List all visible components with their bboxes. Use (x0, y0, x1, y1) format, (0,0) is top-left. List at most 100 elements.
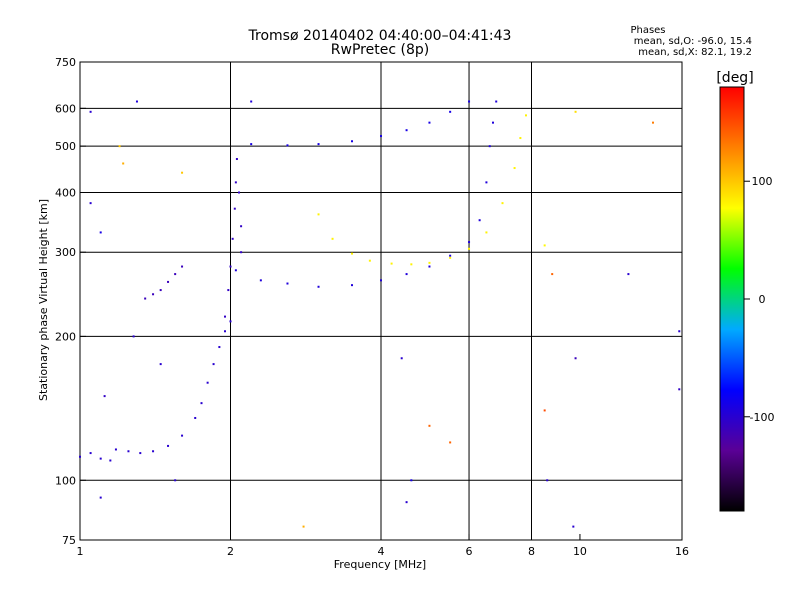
trace-point (495, 100, 498, 103)
trace-point (525, 114, 528, 117)
trace-point (380, 135, 382, 138)
trace-point (513, 167, 516, 170)
y-tick-label: 750 (55, 56, 76, 69)
trace-point (485, 231, 488, 234)
trace-point (519, 137, 522, 140)
scatter-point (546, 479, 549, 482)
trace-point (259, 279, 262, 282)
trace-point (428, 121, 431, 124)
trace-point (212, 363, 215, 366)
scatter-point (574, 110, 577, 113)
trace-point (468, 241, 471, 244)
trace-point (127, 450, 130, 453)
scatter-point (135, 100, 138, 103)
trace-point (351, 252, 354, 255)
grid-lines (80, 62, 682, 540)
trace-point (240, 225, 243, 228)
scatter-point (400, 357, 403, 360)
trace-point (229, 265, 232, 268)
trace-point (144, 297, 147, 300)
trace-point (218, 346, 221, 349)
trace-point (234, 181, 237, 184)
x-tick-label: 2 (227, 545, 234, 558)
x-tick-label: 4 (378, 545, 385, 558)
scatter-point (551, 273, 554, 276)
trace-point (167, 280, 170, 283)
trace-point (286, 282, 289, 285)
x-axis-ticks: 1 2 4 6 8 10 16 (77, 534, 689, 558)
x-tick-label: 1 (77, 545, 84, 558)
trace-point (234, 269, 237, 272)
trace-point (238, 191, 241, 194)
trace-point (174, 273, 177, 276)
scatter-point (405, 501, 408, 504)
y-tick-label: 500 (55, 140, 76, 153)
trace-point (181, 265, 184, 268)
scatter-point (159, 363, 162, 366)
scatter-point (99, 496, 102, 499)
trace-point (159, 289, 162, 292)
trace-point (206, 381, 209, 384)
scatter-point (410, 479, 413, 482)
trace-point (449, 256, 452, 259)
scatter-point (678, 330, 681, 333)
trace-point (286, 144, 289, 147)
scatter-point (543, 244, 546, 247)
trace-point (368, 259, 371, 262)
trace-point (89, 452, 92, 455)
scatter-point (574, 357, 577, 360)
scatter-point (122, 162, 125, 165)
trace-point (449, 254, 452, 257)
scatter-point (543, 409, 546, 412)
trace-point (194, 416, 197, 419)
trace-point (351, 140, 354, 143)
trace-point (317, 143, 320, 146)
colorbar-label: [deg] (716, 70, 753, 86)
y-axis-ticks: 75 100 200 300 400 500 600 750 (55, 56, 86, 547)
trace-point (200, 402, 203, 405)
trace-point (181, 434, 184, 437)
trace-point (478, 219, 481, 222)
y-tick-label: 600 (55, 102, 76, 115)
y-axis-label: Stationary phase Virtual Height [km] (37, 199, 50, 401)
trace-point (491, 121, 494, 124)
phase-stats-heading: Phases (630, 25, 665, 36)
trace-point (139, 452, 142, 455)
trace-point (317, 285, 320, 288)
trace-point (167, 444, 170, 447)
trace-point (229, 320, 232, 323)
trace-point (240, 251, 243, 254)
chart-title-line1: Tromsø 20140402 04:40:00–04:41:43 (248, 28, 512, 44)
trace-point (152, 450, 155, 453)
scatter-point (250, 100, 253, 103)
trace-point (468, 100, 471, 103)
trace-point (152, 293, 155, 296)
trace-point (428, 261, 431, 264)
scatter-point (89, 202, 92, 205)
y-tick-label: 200 (55, 330, 76, 343)
data-points (79, 100, 681, 528)
scatter-point (103, 395, 106, 398)
y-tick-label: 400 (55, 186, 76, 199)
trace-point (317, 213, 320, 216)
y-tick-label: 100 (55, 474, 76, 487)
scatter-point (302, 525, 305, 528)
trace-point (501, 202, 504, 205)
trace-point (405, 129, 408, 132)
trace-point (485, 181, 488, 184)
scatter-point (627, 273, 630, 276)
trace-point (468, 247, 471, 250)
trace-point (449, 110, 452, 113)
y-tick-label: 300 (55, 246, 76, 259)
colorbar-tick-label: -100 (750, 411, 775, 424)
scatter-point (449, 441, 452, 444)
colorbar-ticks: 100 0 -100 (744, 175, 774, 424)
trace-point (227, 289, 230, 292)
trace-point (224, 330, 227, 333)
scatter-point (99, 231, 102, 234)
trace-point (351, 284, 354, 287)
x-tick-label: 16 (675, 545, 689, 558)
trace-point (390, 262, 393, 265)
trace-point (114, 448, 117, 451)
